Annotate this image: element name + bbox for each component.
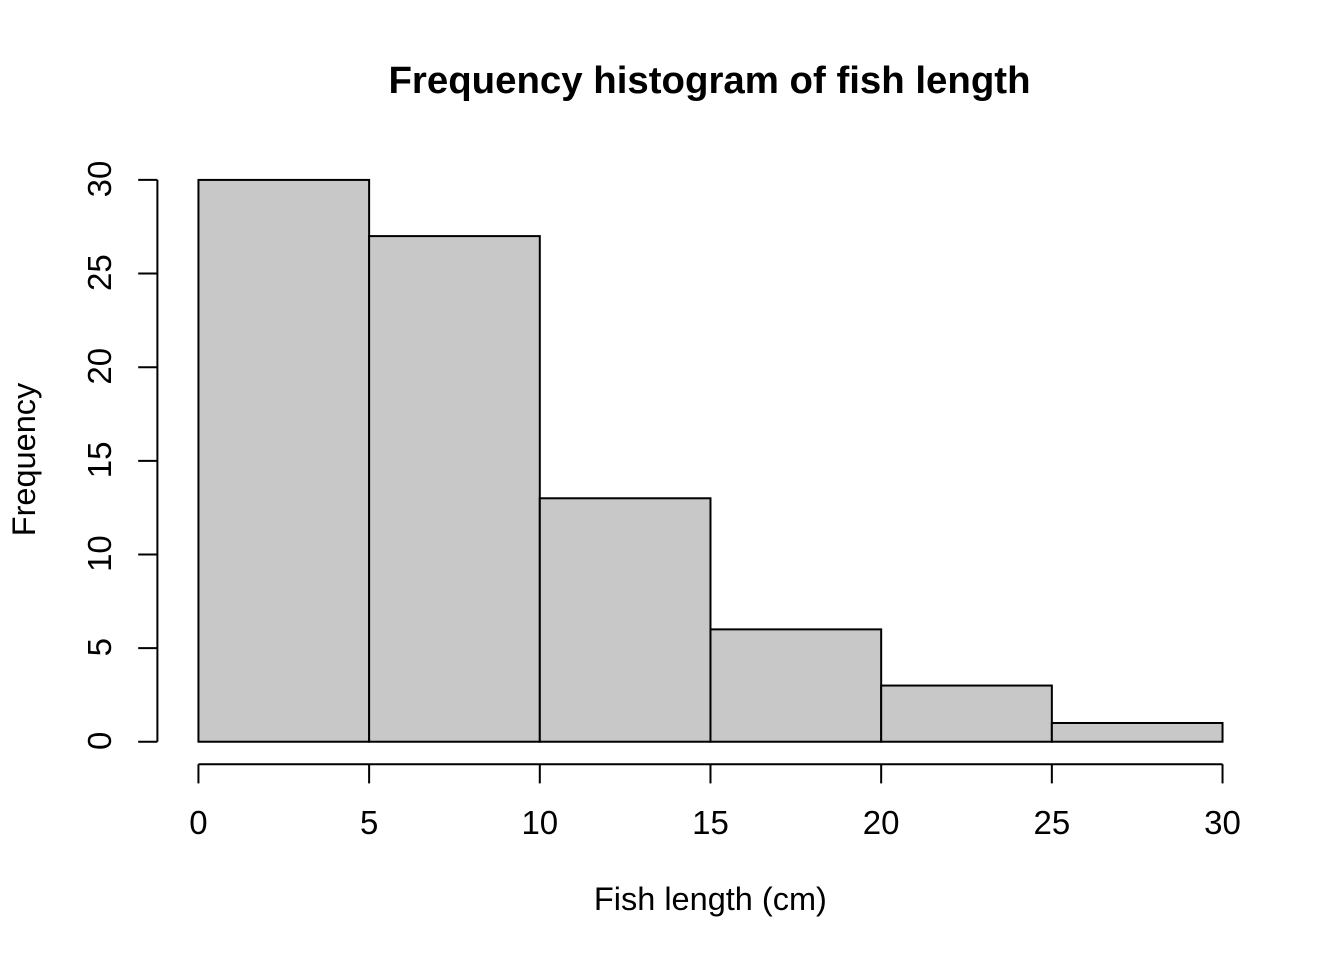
svg-text:15: 15 [692,804,729,841]
svg-text:Frequency histogram of fish le: Frequency histogram of fish length [388,59,1030,102]
svg-text:Frequency: Frequency [6,382,42,536]
svg-text:30: 30 [1204,804,1241,841]
svg-text:30: 30 [81,161,118,198]
svg-text:Fish length (cm): Fish length (cm) [594,881,827,917]
svg-text:15: 15 [81,442,118,479]
svg-text:25: 25 [81,254,118,291]
svg-text:20: 20 [81,348,118,385]
svg-text:0: 0 [189,804,207,841]
svg-text:5: 5 [360,804,378,841]
svg-text:0: 0 [81,732,118,750]
svg-text:5: 5 [81,638,118,656]
svg-text:25: 25 [1033,804,1070,841]
svg-text:10: 10 [81,535,118,572]
svg-text:10: 10 [521,804,558,841]
svg-text:20: 20 [863,804,900,841]
